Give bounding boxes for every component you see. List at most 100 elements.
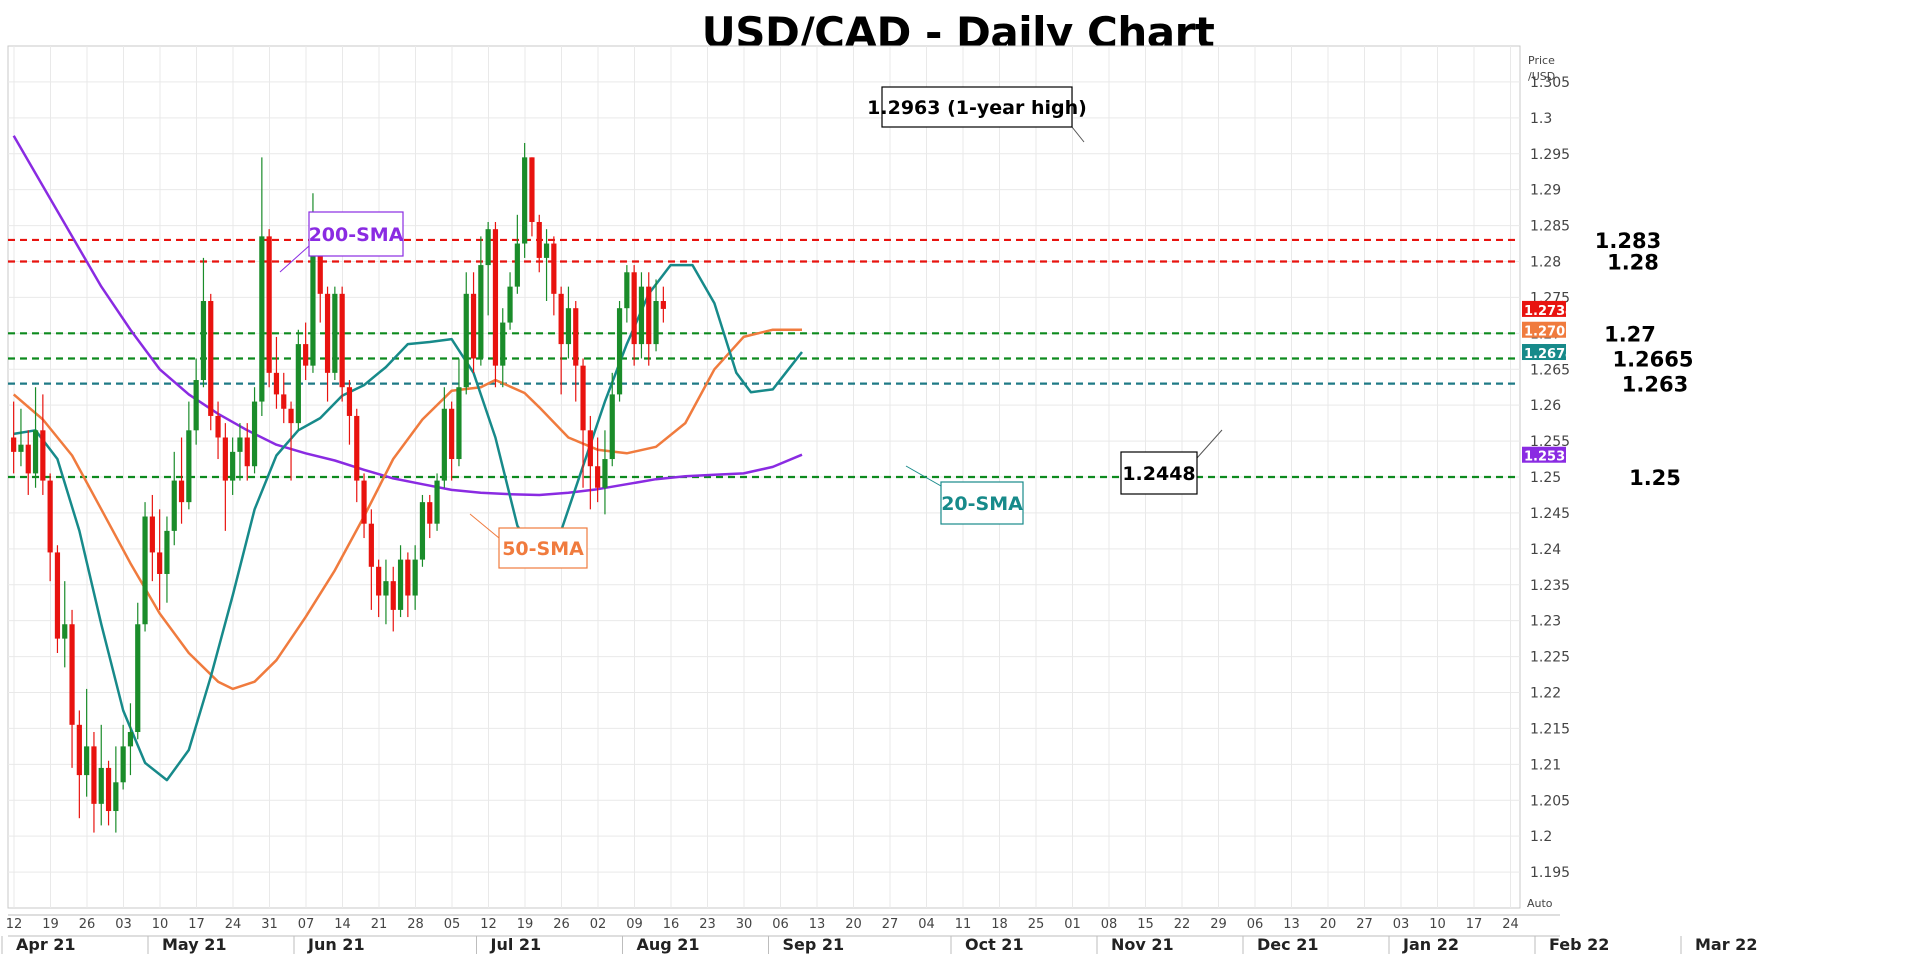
sma-line [12,135,803,497]
candle-body [244,437,250,467]
candle-body [288,408,294,424]
x-tick-label: 16 [663,917,680,932]
x-tick-label: 03 [115,917,132,932]
candle-body [478,265,484,359]
y-tick-label: 1.265 [1530,362,1570,378]
sma-line [12,328,802,691]
price-badge: 1.2531 [1522,446,1574,465]
x-month-label: May 21 [162,935,227,954]
y-tick-label: 1.21 [1530,757,1561,773]
candle-body [522,157,528,244]
candle-body [346,387,353,416]
candle-body [266,236,272,373]
axis-caption: /USD [1528,70,1555,83]
sma-line [13,263,803,782]
y-tick-label: 1.215 [1530,721,1570,737]
annotation-leader [469,513,500,539]
candle-body [40,430,46,481]
candle-body [507,286,513,323]
annotation-box [308,211,404,257]
annotation-label: 1.2963 (1-year high) [867,97,1087,119]
price-badge-bg [1522,446,1566,463]
annotation-leader [1071,126,1085,143]
x-month-label: Dec 21 [1257,935,1318,954]
x-tick-label: 18 [991,917,1008,932]
candle-body [135,624,141,733]
candle-body [200,301,207,381]
candle-body [178,480,185,503]
candle-body [595,466,601,488]
y-tick-label: 1.305 [1530,75,1570,91]
candle-body [273,372,280,395]
candle-body [230,451,236,481]
x-tick-label: 02 [590,917,607,932]
candle-body [397,559,404,610]
candle-body [376,566,382,596]
y-tick-label: 1.24 [1530,542,1561,558]
price-badge-bg [1522,300,1566,317]
candle-body [470,293,477,359]
candle-body [332,293,338,373]
x-month-label: Mar 22 [1695,935,1757,954]
candle-body [32,430,39,474]
annotation-label: 20-SMA [941,493,1023,515]
candle-body [324,293,331,373]
x-month-label: Sep 21 [783,935,845,954]
candle-body [142,516,148,625]
x-tick-label: 07 [298,917,315,932]
x-tick-label: 28 [407,917,424,932]
candle-body [25,444,31,474]
price-badge: 1.2705 [1522,321,1574,340]
candle-body [54,552,61,639]
candle-body [62,624,68,639]
x-month-label: Aug 21 [637,935,700,954]
candle-body [157,552,163,574]
x-month-label: Jul 21 [490,935,542,954]
candle-body [536,221,542,258]
candle-body [11,437,17,452]
x-tick-label: 11 [955,917,972,932]
x-tick-label: 21 [371,917,388,932]
candle-body [638,286,645,345]
candle-body [419,502,426,560]
level-label: 1.263 [1622,373,1688,397]
candle-body [317,236,323,294]
x-month-label: Nov 21 [1111,935,1174,954]
candle-body [69,624,75,725]
x-tick-label: 13 [809,917,826,932]
x-tick-label: 12 [6,917,23,932]
price-badge-text: 1.2674 [1524,347,1574,362]
y-tick-label: 1.205 [1530,793,1570,809]
candle-body [500,322,506,366]
candle-body [105,767,112,812]
x-tick-label: 22 [1174,917,1191,932]
candle-body [660,301,666,309]
candle-body [485,229,491,266]
x-month-label: Feb 22 [1549,935,1609,954]
candle-body [171,480,177,531]
candle-body [259,236,265,402]
candle-body [84,746,90,776]
price-badge-bg [1522,321,1566,338]
candle-body [492,229,499,366]
x-tick-label: 19 [42,917,59,932]
candle-body [624,272,630,309]
x-month-label: Apr 21 [16,935,76,954]
y-tick-label: 1.295 [1530,147,1570,163]
annotation-box [881,86,1073,128]
candle-body [405,559,411,596]
candle-body [616,308,623,395]
candle-body [222,437,228,481]
candle-body [361,480,367,524]
y-tick-label: 1.245 [1530,506,1570,522]
candle-body [456,387,462,460]
x-tick-label: 27 [1356,917,1373,932]
annotation-label: 50-SMA [502,538,584,560]
level-label: 1.27 [1604,322,1656,346]
x-tick-label: 20 [845,917,862,932]
candle-body [303,344,309,366]
x-tick-label: 01 [1064,917,1081,932]
candle-body [18,444,24,452]
x-tick-label: 10 [1429,917,1446,932]
x-tick-label: 27 [882,917,899,932]
